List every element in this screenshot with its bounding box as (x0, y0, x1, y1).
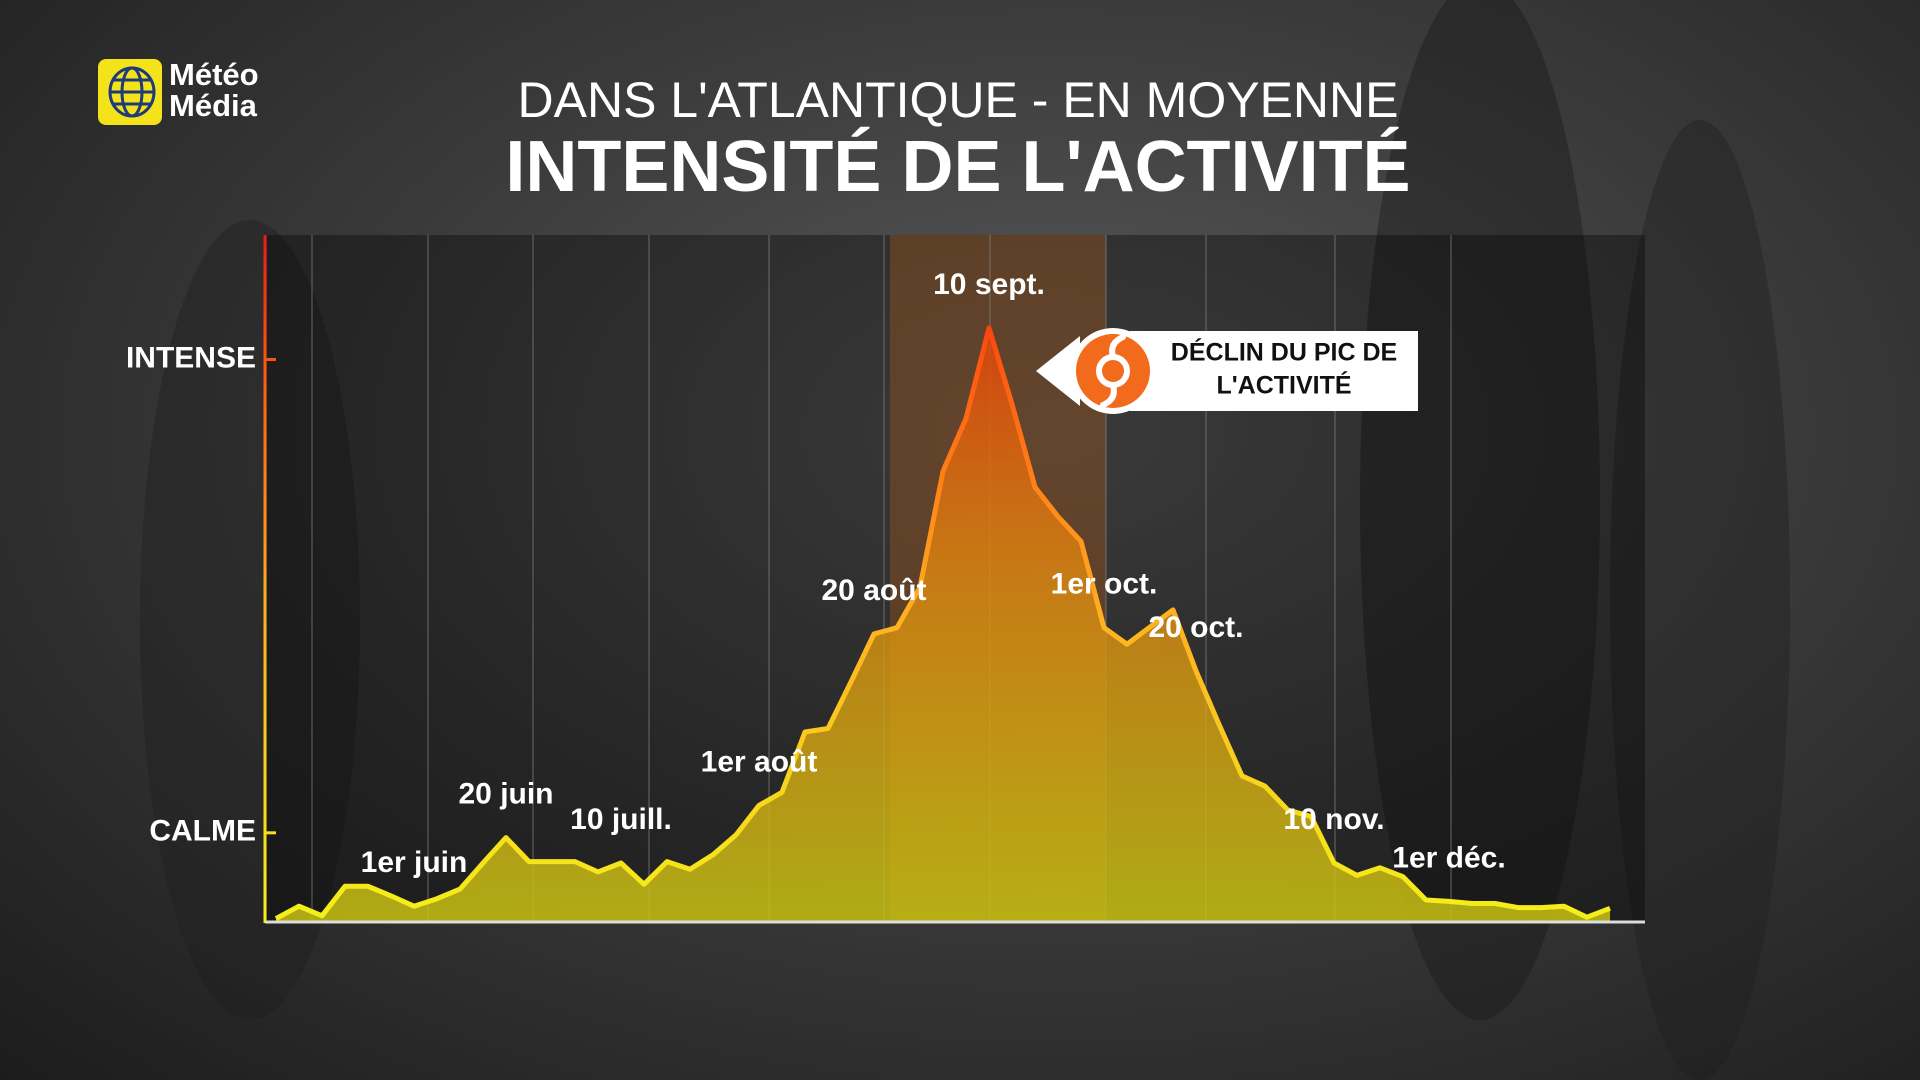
point-label: 20 oct. (1148, 611, 1243, 644)
area (276, 327, 1610, 922)
point-label: 10 sept. (933, 268, 1045, 301)
point-label: 1er août (701, 745, 818, 778)
bg-shape (1610, 120, 1790, 1080)
y-tick-label: INTENSE (126, 341, 256, 374)
point-label: 20 août (821, 574, 926, 607)
annotation-text: L'ACTIVITÉ (1216, 371, 1351, 400)
logo-text: Média (169, 88, 258, 123)
y-tick-label: CALME (149, 815, 256, 848)
line (274, 325, 1611, 921)
point-label: 1er juin (361, 846, 468, 879)
chart-subtitle: DANS L'ATLANTIQUE - EN MOYENNE (518, 72, 1399, 128)
bg-shape (1360, 0, 1600, 1020)
point-label: 1er oct. (1051, 568, 1158, 601)
bg-shape (140, 220, 360, 1020)
annotation-text: DÉCLIN DU PIC DE (1171, 338, 1397, 367)
point-label: 10 juill. (570, 803, 672, 836)
annotation: DÉCLIN DU PIC DE L'ACTIVITÉ (1036, 328, 1418, 414)
point-label: 20 juin (458, 778, 553, 811)
logo-text: Météo (169, 57, 259, 92)
logo-globe (108, 66, 156, 118)
chart-title: INTENSITÉ DE L'ACTIVITÉ (505, 127, 1410, 207)
point-label: 1er déc. (1392, 841, 1505, 874)
point-label: 10 nov. (1283, 803, 1384, 836)
